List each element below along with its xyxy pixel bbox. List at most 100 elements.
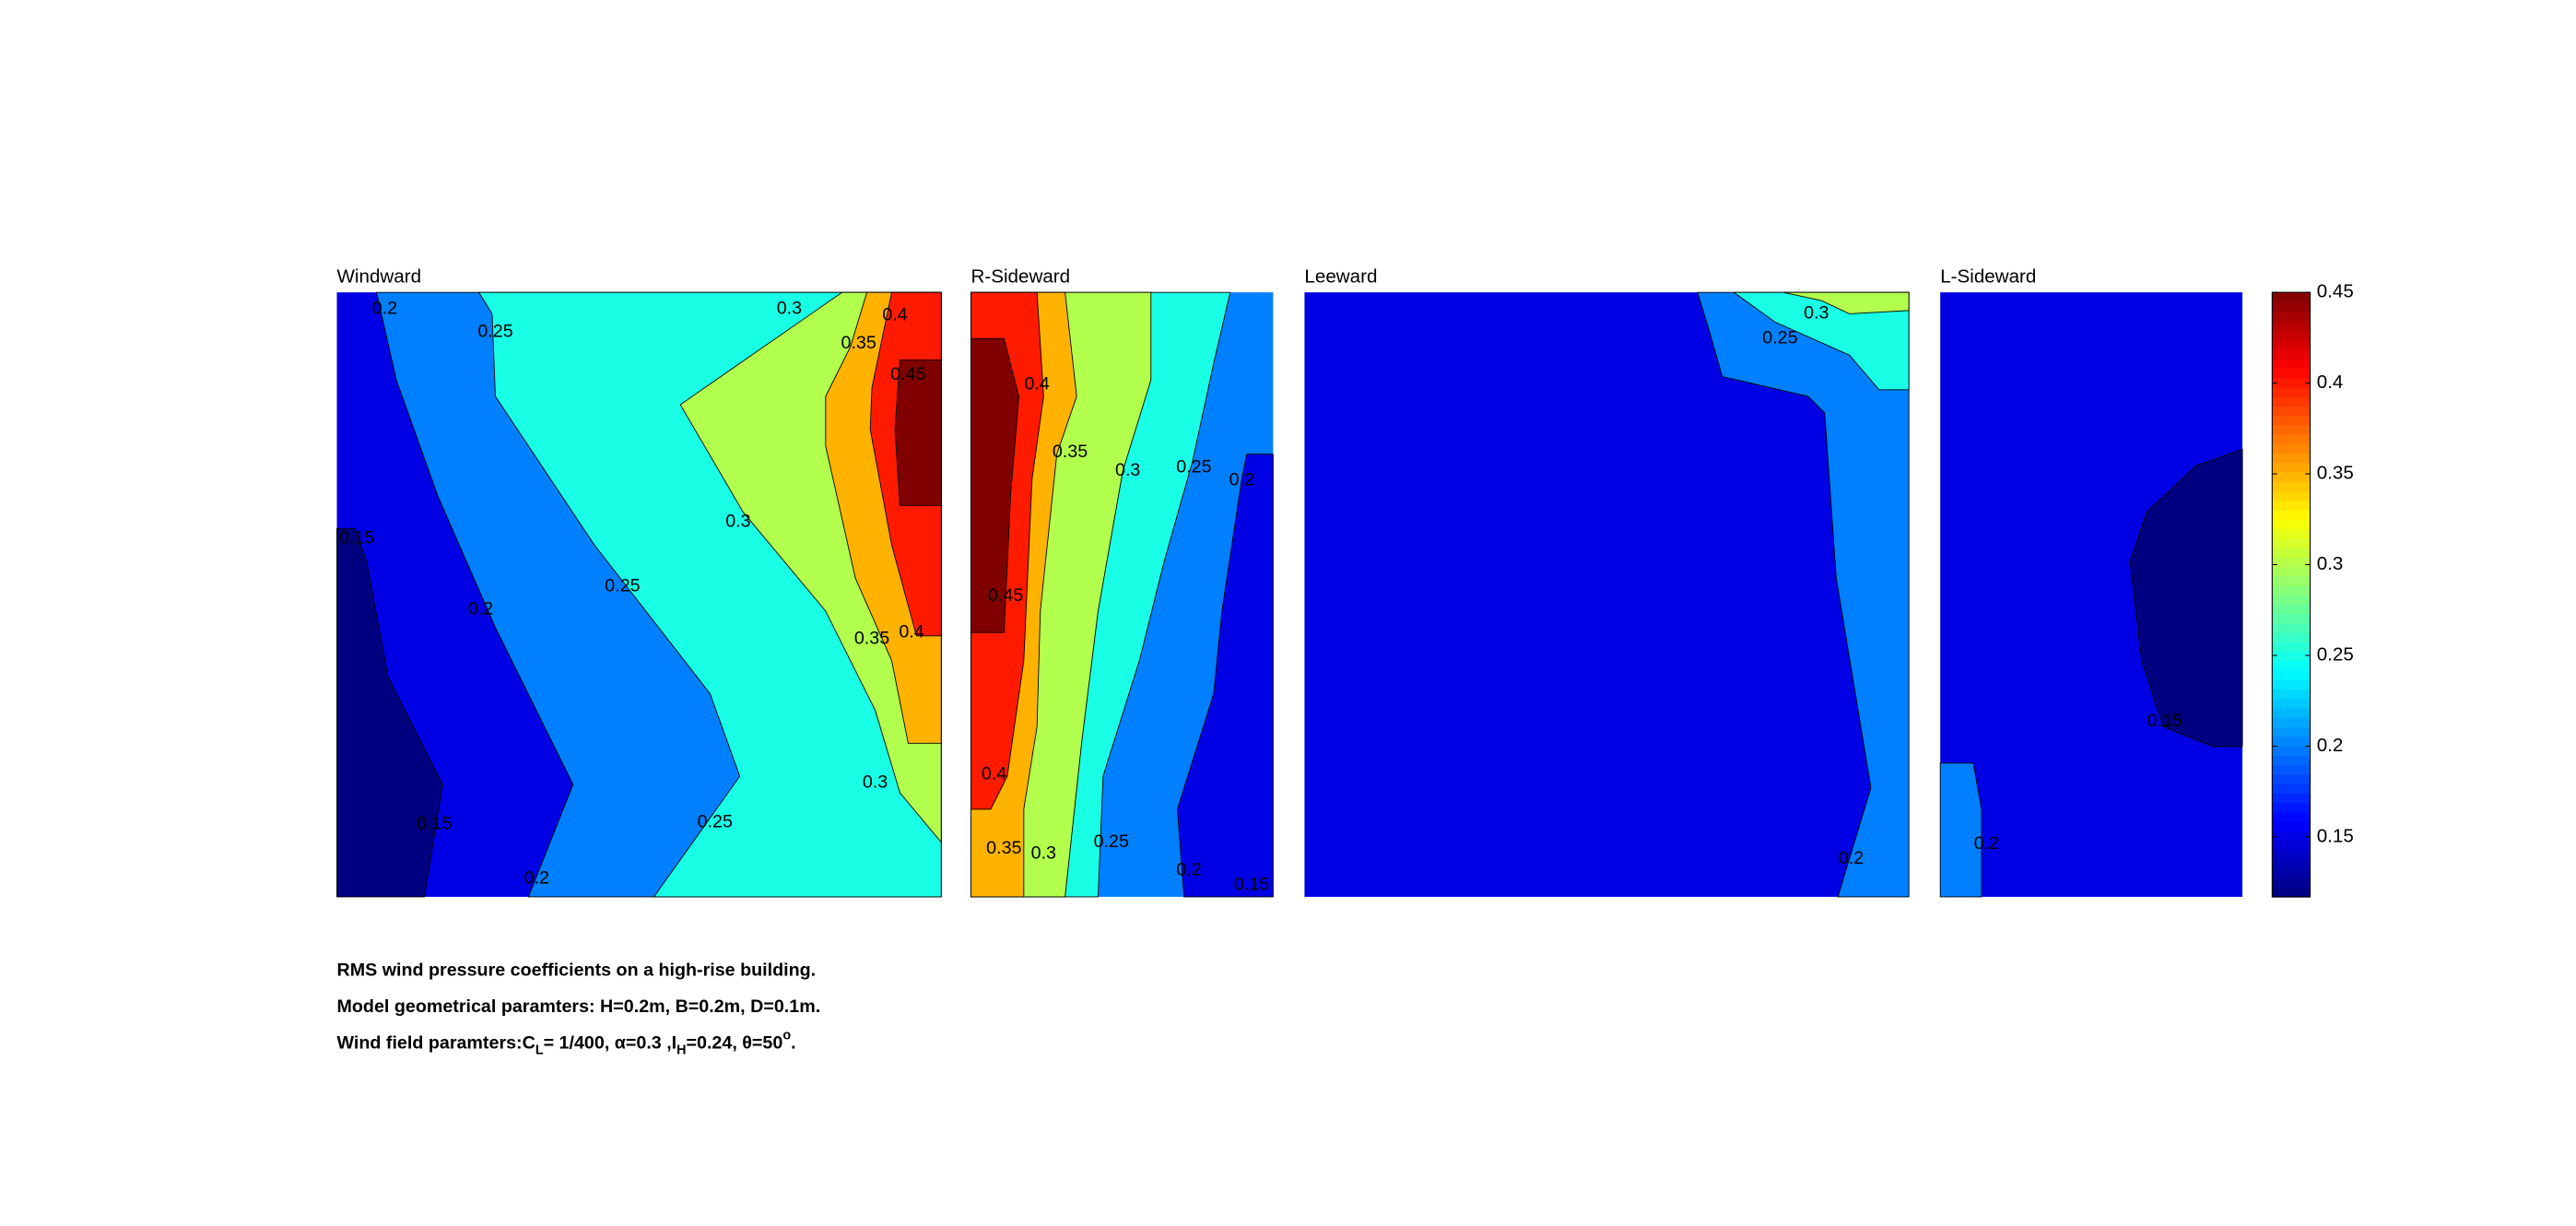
contour-panel: L-Sideward 0.15 0.2 <box>1939 265 2243 898</box>
colorbar-cell <box>2272 698 2311 709</box>
contour-label: 0.3 <box>777 298 802 318</box>
colorbar-tick-label: 0.4 <box>2317 371 2344 393</box>
contour-label: 0.4 <box>899 621 923 642</box>
colorbar-cell <box>2272 415 2311 426</box>
colorbar-cell <box>2272 868 2311 879</box>
caption-part: o <box>782 1028 791 1043</box>
caption: RMS wind pressure coefficients on a high… <box>337 961 817 981</box>
colorbar-cell <box>2272 368 2311 379</box>
colorbar-cell <box>2272 622 2311 633</box>
contour-label: 0.4 <box>882 304 907 324</box>
colorbar-cell <box>2272 707 2311 718</box>
colorbar-cell <box>2272 595 2311 605</box>
colorbar-cell <box>2272 745 2311 756</box>
colorbar-cell <box>2272 339 2311 350</box>
colorbar-frame <box>2271 291 2311 898</box>
colorbar-cell <box>2272 717 2311 728</box>
colorbar-cell <box>2272 490 2311 501</box>
colorbar-cell <box>2272 311 2311 322</box>
colorbar-tick-label: 0.45 <box>2317 281 2354 302</box>
contour-label: 0.25 <box>1176 456 1211 477</box>
colorbar-cell <box>2272 330 2311 341</box>
contour-label: 0.15 <box>339 527 374 548</box>
colorbar-cell <box>2272 887 2311 898</box>
colorbar-cell <box>2272 424 2311 435</box>
colorbar-cell <box>2272 840 2311 851</box>
contour-label: 0.25 <box>1094 831 1129 852</box>
colorbar-cell <box>2272 292 2311 303</box>
colorbar-cell <box>2272 358 2311 369</box>
panel-title: L-Sideward <box>1940 265 2036 287</box>
colorbar-cell <box>2272 773 2311 784</box>
caption-part: = 1/400, α=0.3 ,I <box>544 1033 677 1054</box>
colorbar-cell <box>2272 849 2311 860</box>
contour-region <box>336 527 443 898</box>
contour-region <box>1177 454 1274 898</box>
contour-label: 0.25 <box>477 321 512 341</box>
colorbar-tick-label: 0.25 <box>2317 643 2354 665</box>
colorbar-cell <box>2272 377 2311 388</box>
colorbar-cell <box>2272 820 2311 831</box>
contour-label: 0.15 <box>2147 711 2182 731</box>
contour-label: 0.2 <box>1974 833 1999 854</box>
colorbar-cell <box>2272 726 2311 737</box>
colorbar-tick-label: 0.15 <box>2317 825 2354 846</box>
colorbar-cell <box>2272 301 2311 312</box>
colorbar-tick-label: 0.2 <box>2317 735 2344 756</box>
panel-title: R-Sideward <box>971 265 1071 287</box>
colorbar-cell <box>2272 471 2311 482</box>
contour-region <box>1697 291 1910 898</box>
contour-label: 0.3 <box>1804 303 1829 324</box>
contour-panel: Leeward 0.3 0.25 0.2 <box>1304 265 1910 898</box>
colorbar-tick-label: 0.35 <box>2317 463 2354 484</box>
contour-label: 0.45 <box>890 364 925 384</box>
colorbar-cell <box>2272 481 2311 492</box>
contour-label: 0.35 <box>841 333 876 353</box>
colorbar-cell <box>2272 642 2311 653</box>
colorbar-cell <box>2272 689 2311 700</box>
contour-label: 0.2 <box>1839 848 1864 868</box>
caption-part: . <box>791 1033 795 1054</box>
caption-part: H <box>676 1043 686 1057</box>
colorbar-cell <box>2272 604 2311 615</box>
contour-label: 0.4 <box>1024 374 1049 395</box>
colorbar-cell <box>2272 528 2311 539</box>
colorbar-cell <box>2272 755 2311 766</box>
colorbar-cell <box>2272 783 2311 794</box>
caption: Wind field paramters:CL= 1/400, α=0.3 ,I… <box>337 1028 796 1057</box>
colorbar-cell <box>2272 632 2311 642</box>
colorbar-cell <box>2272 462 2311 473</box>
colorbar-tick-label: 0.3 <box>2317 553 2344 574</box>
colorbar-cell <box>2272 320 2311 331</box>
contour-label: 0.25 <box>1762 328 1797 348</box>
colorbar-cell <box>2272 557 2311 568</box>
colorbar-cell <box>2272 811 2311 822</box>
colorbar-cell <box>2272 537 2311 548</box>
colorbar-cell <box>2272 500 2311 511</box>
contour-region <box>1939 762 1982 898</box>
colorbar-cell <box>2272 386 2311 397</box>
colorbar-cell <box>2272 433 2311 444</box>
colorbar-cell <box>2272 575 2311 586</box>
colorbar-cell <box>2272 453 2311 464</box>
contour-label: 0.2 <box>524 867 549 888</box>
colorbar-cell <box>2272 395 2311 407</box>
contour-label: 0.3 <box>863 772 888 792</box>
colorbar-cell <box>2272 679 2311 690</box>
panel-title: Leeward <box>1304 265 1377 287</box>
colorbar-cell <box>2272 519 2311 530</box>
contour-label: 0.3 <box>725 511 750 531</box>
colorbar-cell <box>2272 566 2311 577</box>
contour-label: 0.35 <box>986 838 1021 858</box>
contour-label: 0.4 <box>982 764 1006 784</box>
contour-label: 0.45 <box>988 585 1023 606</box>
colorbar-cell <box>2272 584 2311 595</box>
colorbar-cell <box>2272 858 2311 869</box>
colorbar-cell <box>2272 547 2311 558</box>
colorbar-cell <box>2272 793 2311 804</box>
colorbar-cell <box>2272 348 2311 360</box>
contour-label: 0.3 <box>1115 460 1140 480</box>
colorbar-cell <box>2272 764 2311 775</box>
caption-part: Wind field paramters:C <box>337 1033 535 1054</box>
